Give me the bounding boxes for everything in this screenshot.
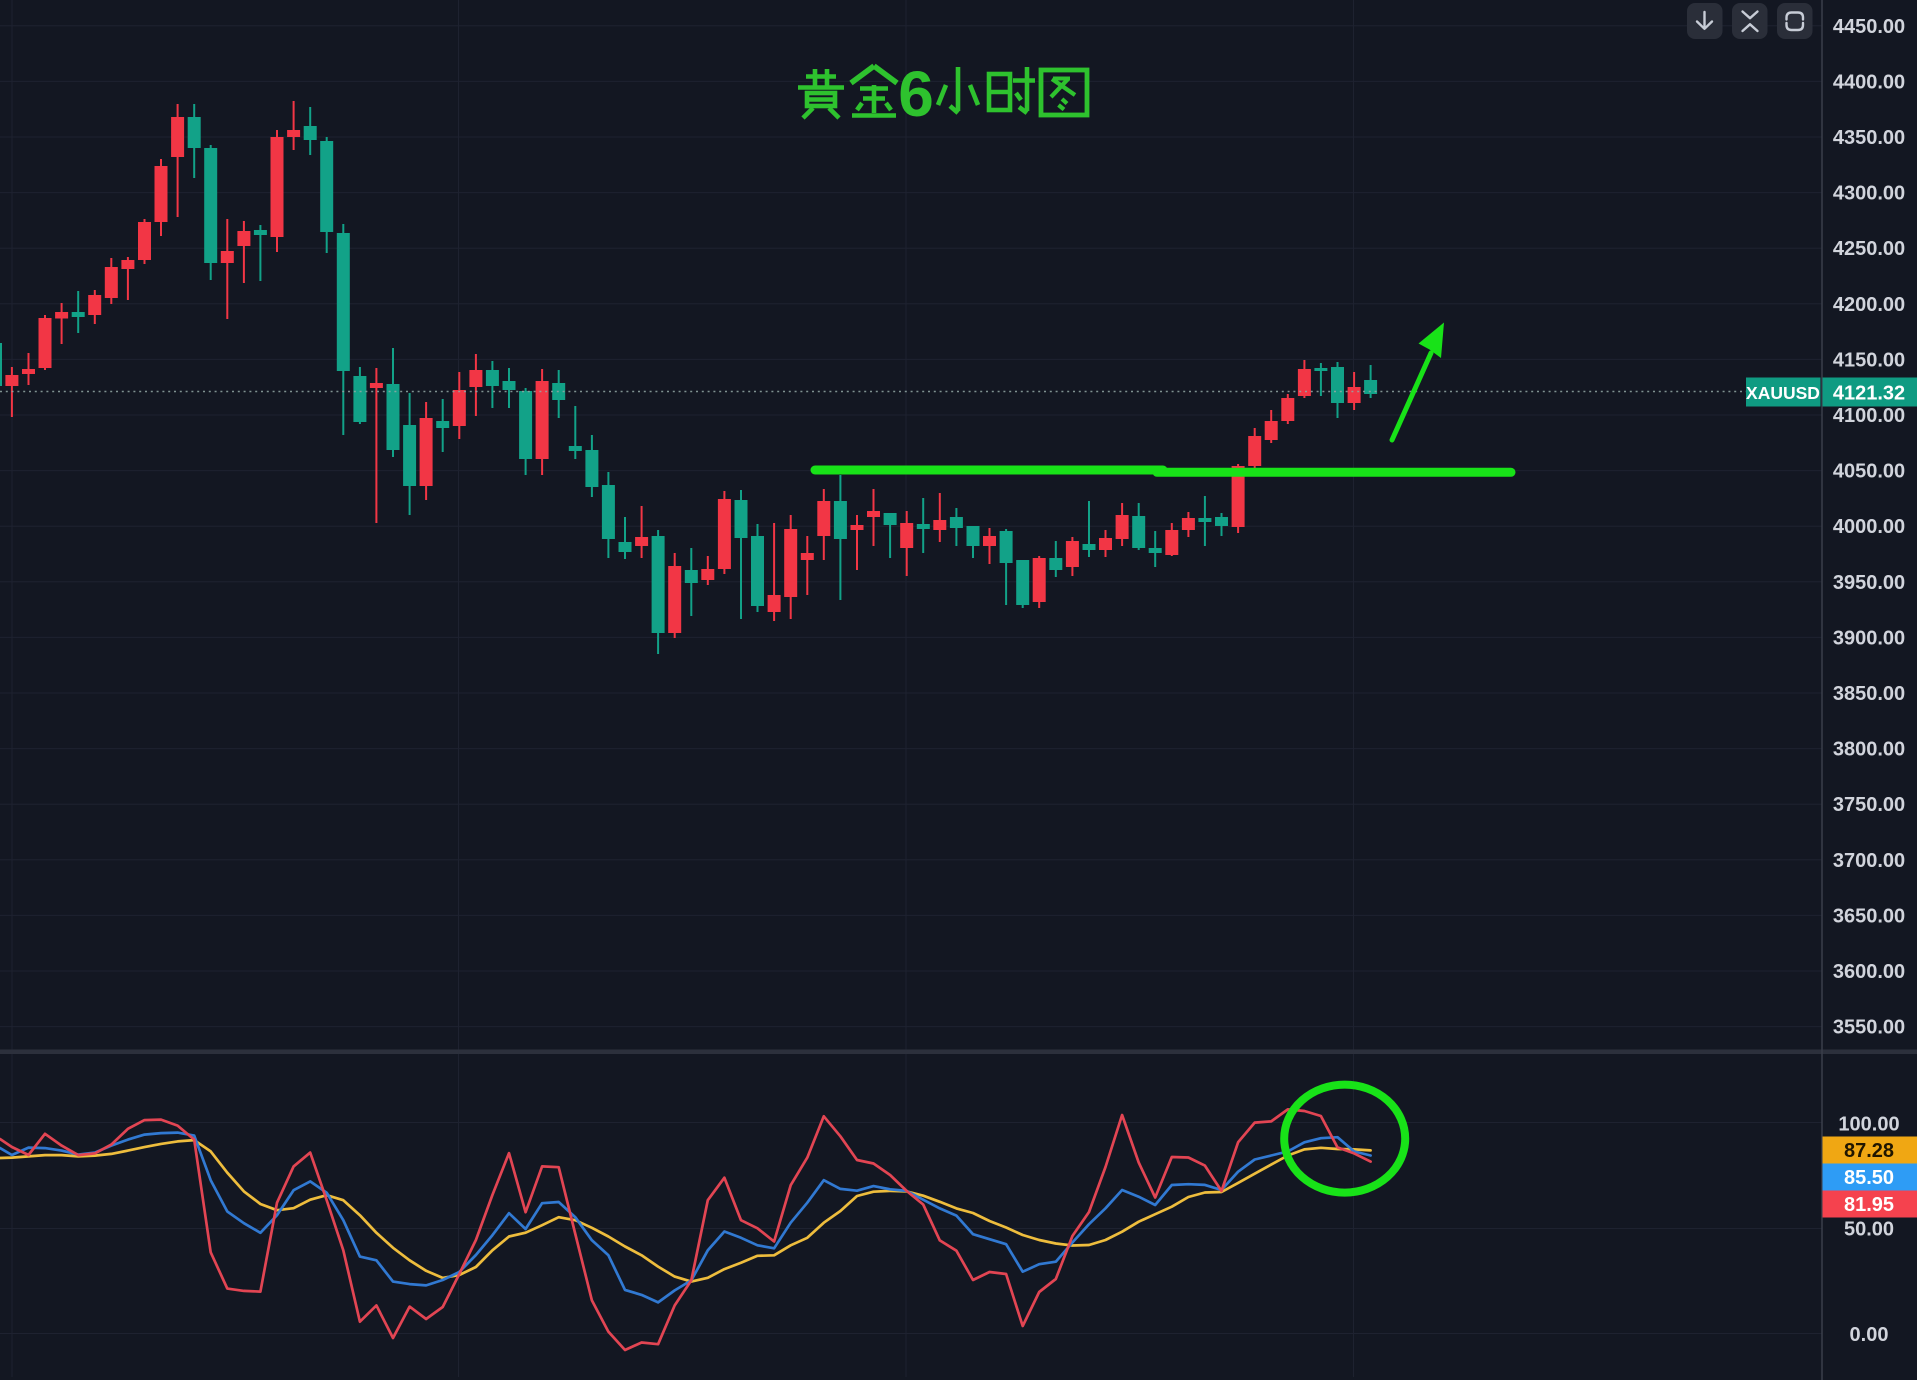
svg-text:3700.00: 3700.00 [1833, 850, 1905, 872]
svg-text:4100.00: 4100.00 [1833, 405, 1905, 427]
svg-text:3550.00: 3550.00 [1833, 1017, 1905, 1039]
svg-text:3850.00: 3850.00 [1833, 683, 1905, 705]
svg-text:4200.00: 4200.00 [1833, 294, 1905, 316]
svg-text:4121.32: 4121.32 [1833, 383, 1905, 405]
svg-text:3900.00: 3900.00 [1833, 627, 1905, 649]
svg-text:4150.00: 4150.00 [1833, 349, 1905, 371]
svg-text:4250.00: 4250.00 [1833, 238, 1905, 260]
svg-text:XAUUSD: XAUUSD [1746, 383, 1820, 403]
svg-text:4050.00: 4050.00 [1833, 461, 1905, 483]
svg-text:6: 6 [898, 58, 934, 130]
svg-text:81.95: 81.95 [1844, 1194, 1894, 1216]
svg-text:3750.00: 3750.00 [1833, 794, 1905, 816]
svg-text:50.00: 50.00 [1844, 1219, 1894, 1241]
svg-text:4400.00: 4400.00 [1833, 71, 1905, 93]
svg-text:3600.00: 3600.00 [1833, 961, 1905, 983]
svg-text:87.28: 87.28 [1844, 1140, 1894, 1162]
svg-text:4300.00: 4300.00 [1833, 183, 1905, 205]
svg-text:0.00: 0.00 [1850, 1324, 1889, 1346]
svg-text:4350.00: 4350.00 [1833, 127, 1905, 149]
svg-text:85.50: 85.50 [1844, 1167, 1894, 1189]
svg-text:100.00: 100.00 [1838, 1114, 1899, 1136]
svg-text:4450.00: 4450.00 [1833, 16, 1905, 38]
svg-text:3650.00: 3650.00 [1833, 905, 1905, 927]
svg-text:3800.00: 3800.00 [1833, 739, 1905, 761]
svg-text:3950.00: 3950.00 [1833, 572, 1905, 594]
svg-text:4000.00: 4000.00 [1833, 516, 1905, 538]
